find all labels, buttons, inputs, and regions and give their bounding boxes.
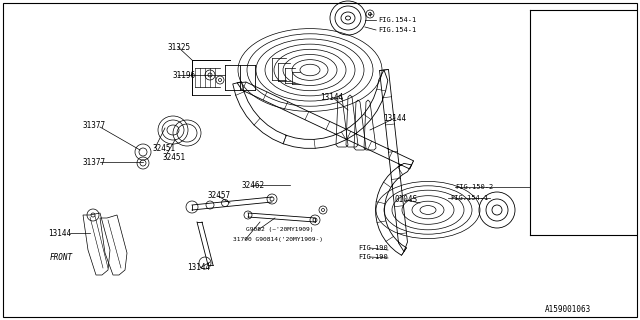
Text: FIG.154-1: FIG.154-1 — [378, 27, 416, 33]
Text: 0104S: 0104S — [394, 196, 417, 204]
Text: 31325: 31325 — [167, 43, 190, 52]
Text: FIG.190: FIG.190 — [358, 254, 388, 260]
Text: 13144: 13144 — [383, 114, 406, 123]
Text: FIG.154-1: FIG.154-1 — [450, 195, 488, 201]
Text: 13144: 13144 — [320, 92, 343, 101]
Text: 32451: 32451 — [152, 143, 175, 153]
Text: 32462: 32462 — [241, 180, 264, 189]
Text: 32451: 32451 — [162, 153, 185, 162]
Text: A159001063: A159001063 — [545, 306, 591, 315]
Text: 13144: 13144 — [48, 228, 71, 237]
Text: 31377: 31377 — [82, 121, 105, 130]
Text: 32457: 32457 — [207, 191, 230, 201]
Text: 31790 G90814('20MY1909-): 31790 G90814('20MY1909-) — [233, 237, 323, 243]
Text: 31196: 31196 — [172, 70, 195, 79]
Text: G9082 (~'20MY1909): G9082 (~'20MY1909) — [246, 228, 314, 233]
Text: 13144: 13144 — [187, 263, 210, 273]
Text: FIG.154-1: FIG.154-1 — [378, 17, 416, 23]
Text: FIG.190: FIG.190 — [358, 245, 388, 251]
Text: 31377: 31377 — [82, 157, 105, 166]
Text: FRONT: FRONT — [50, 252, 73, 261]
Text: FIG.150-2: FIG.150-2 — [455, 184, 493, 190]
